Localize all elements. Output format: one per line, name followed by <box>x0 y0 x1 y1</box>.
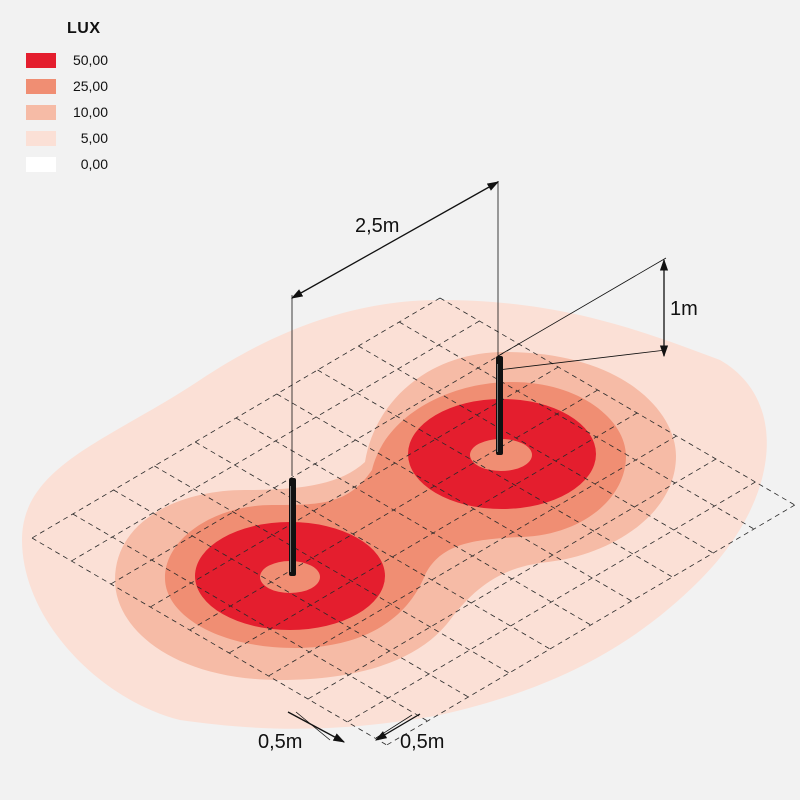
legend-label-25: 25,00 <box>72 78 108 94</box>
grid-line-a-2 <box>358 345 714 554</box>
grid-line-a-5 <box>235 417 592 626</box>
grid-width-right-label: 0,5m <box>400 731 444 753</box>
zone-25-lux <box>165 382 626 648</box>
grid-line-b-9 <box>386 504 796 746</box>
grid-line-a-4 <box>276 393 632 602</box>
legend-row-0: 0,00 <box>26 151 108 177</box>
grid-line-a-10 <box>31 537 388 746</box>
legend-row-10: 10,00 <box>26 99 108 125</box>
lux-legend: LUX 50,00 25,00 10,00 5,00 0,00 <box>26 20 108 177</box>
legend-swatch-0 <box>26 156 56 172</box>
grid-line-b-5 <box>228 412 638 654</box>
pole-height-label: 1m <box>670 298 698 320</box>
grid-line-a-7 <box>154 465 510 674</box>
legend-swatch-25 <box>26 78 56 94</box>
grid-line-b-4 <box>189 389 598 631</box>
legend-swatch-10 <box>26 104 56 120</box>
dimension-lines <box>287 181 669 743</box>
grid-line-b-8 <box>347 481 756 723</box>
legend-label-5: 5,00 <box>80 130 108 146</box>
legend-swatch-5 <box>26 130 56 146</box>
grid-line-b-1 <box>71 320 480 562</box>
grid-line-a-3 <box>317 369 673 578</box>
lamp-pole-right <box>496 356 503 455</box>
grid-line-b-7 <box>307 458 717 700</box>
legend-row-5: 5,00 <box>26 125 108 151</box>
lamp-pole-left <box>289 478 296 576</box>
pole-spacing-label: 2,5m <box>355 215 399 237</box>
legend-label-10: 10,00 <box>72 104 108 120</box>
grid-line-a-9 <box>72 513 428 722</box>
grid-line-b-3 <box>150 366 559 608</box>
grid-line-a-8 <box>113 489 469 698</box>
legend-row-25: 25,00 <box>26 73 108 99</box>
legend-swatch-50 <box>26 52 56 68</box>
grid-line-a-1 <box>398 321 755 530</box>
legend-label-50: 50,00 <box>72 52 108 68</box>
grid-line-a-6 <box>194 441 551 650</box>
grid-line-a-0 <box>439 297 796 506</box>
ground-grid <box>31 297 796 746</box>
grid-line-b-6 <box>268 435 677 677</box>
legend-label-0: 0,00 <box>80 156 108 172</box>
grid-width-left-label: 0,5m <box>258 731 302 753</box>
zone-50-lux-left <box>195 522 385 630</box>
grid-line-b-0 <box>31 297 441 539</box>
zone-50-lux-right <box>408 399 596 509</box>
grid-line-b-2 <box>110 343 520 585</box>
legend-title: LUX <box>67 20 101 37</box>
legend-row-50: 50,00 <box>26 47 108 73</box>
